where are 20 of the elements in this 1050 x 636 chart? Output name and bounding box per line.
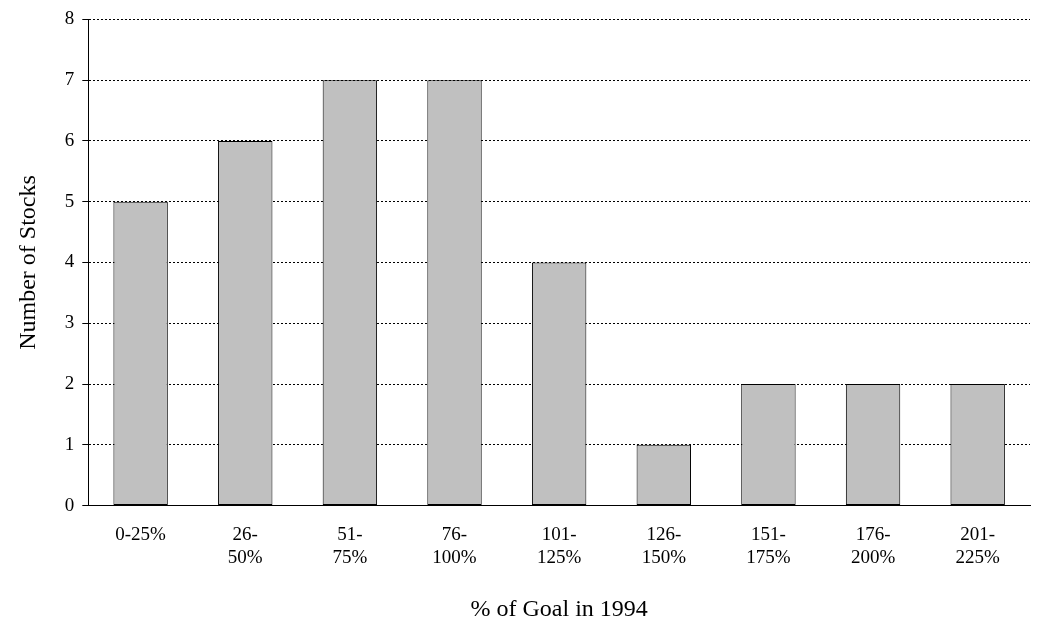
x-tick-label: 201-225% <box>955 522 1001 567</box>
y-tick-label: 0 <box>64 493 75 515</box>
y-tick-label: 3 <box>64 311 75 333</box>
y-tick-label: 2 <box>64 372 75 394</box>
y-tick-label: 4 <box>64 250 75 272</box>
y-tick-label: 5 <box>64 189 75 211</box>
y-axis-title: Number of Stocks <box>13 175 40 350</box>
y-tick-label: 1 <box>64 432 75 454</box>
x-tick-label: 101-125% <box>536 522 582 567</box>
y-tick-label: 8 <box>64 7 75 29</box>
x-tick-label: 0-25% <box>115 522 167 544</box>
x-tick-label: 51-75% <box>332 522 368 567</box>
x-tick-label: 76-100% <box>432 522 477 567</box>
x-tick-label: 176-200% <box>850 522 896 567</box>
y-tick-label: 7 <box>64 68 75 90</box>
x-tick-label: 151-175% <box>746 522 791 567</box>
y-tick-label: 6 <box>64 128 75 150</box>
x-axis-title: % of Goal in 1994 <box>470 594 648 621</box>
x-tick-label: 26-50% <box>227 522 263 567</box>
x-tick-label: 126-150% <box>641 522 687 567</box>
